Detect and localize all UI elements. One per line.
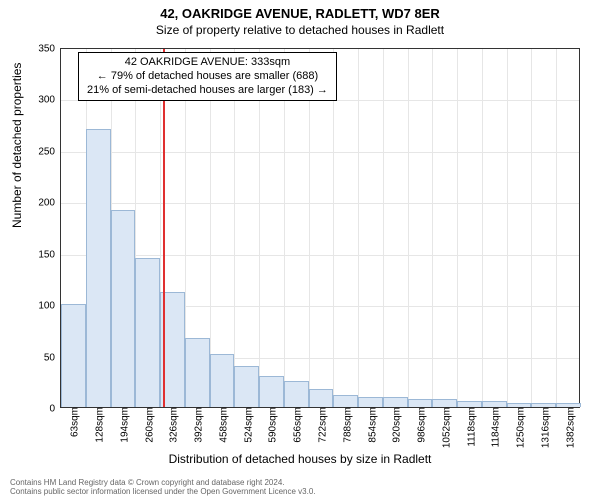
histogram-bar <box>383 397 408 407</box>
histogram-bar <box>358 397 383 407</box>
y-tick-label: 350 <box>38 44 61 55</box>
x-tick-label: 722sqm <box>314 407 329 443</box>
x-tick-label: 788sqm <box>338 407 353 443</box>
gridline-v <box>234 49 235 407</box>
chart-container: 42, OAKRIDGE AVENUE, RADLETT, WD7 8ER Si… <box>0 0 600 500</box>
x-tick-label: 590sqm <box>264 407 279 443</box>
gridline-h <box>61 255 579 256</box>
gridline-v <box>309 49 310 407</box>
x-tick-label: 63sqm <box>66 407 81 437</box>
histogram-bar <box>284 381 309 407</box>
x-tick-label: 1382sqm <box>561 407 576 448</box>
gridline-v <box>408 49 409 407</box>
x-tick-label: 128sqm <box>91 407 106 443</box>
histogram-bar <box>333 395 358 407</box>
x-tick-label: 854sqm <box>363 407 378 443</box>
histogram-bar <box>61 304 86 407</box>
plot-area: 05010015020025030035063sqm128sqm194sqm26… <box>60 48 580 408</box>
gridline-v <box>284 49 285 407</box>
footer-line-2: Contains public sector information licen… <box>10 487 316 496</box>
y-tick-label: 250 <box>38 146 61 157</box>
y-tick-label: 50 <box>44 352 61 363</box>
annotation-line-3: 21% of semi-detached houses are larger (… <box>87 84 328 98</box>
footer-line-1: Contains HM Land Registry data © Crown c… <box>10 478 316 487</box>
y-tick-label: 200 <box>38 198 61 209</box>
x-tick-label: 326sqm <box>165 407 180 443</box>
histogram-bar <box>259 376 284 407</box>
x-axis-label: Distribution of detached houses by size … <box>0 452 600 466</box>
x-tick-label: 1250sqm <box>512 407 527 448</box>
gridline-h <box>61 152 579 153</box>
x-tick-label: 392sqm <box>190 407 205 443</box>
histogram-bar <box>408 399 433 407</box>
annotation-box: 42 OAKRIDGE AVENUE: 333sqm ← 79% of deta… <box>78 52 337 101</box>
histogram-bar <box>432 399 457 407</box>
x-tick-label: 458sqm <box>214 407 229 443</box>
marker-line <box>163 49 165 407</box>
gridline-v <box>507 49 508 407</box>
gridline-v <box>259 49 260 407</box>
gridline-v <box>432 49 433 407</box>
x-tick-label: 194sqm <box>115 407 130 443</box>
y-tick-label: 0 <box>49 404 61 415</box>
x-tick-label: 986sqm <box>413 407 428 443</box>
y-tick-label: 100 <box>38 301 61 312</box>
y-tick-label: 150 <box>38 249 61 260</box>
histogram-bar <box>86 129 111 407</box>
annotation-line-2: ← 79% of detached houses are smaller (68… <box>87 70 328 84</box>
x-tick-label: 656sqm <box>289 407 304 443</box>
y-tick-label: 300 <box>38 95 61 106</box>
annotation-line-1: 42 OAKRIDGE AVENUE: 333sqm <box>87 56 328 70</box>
page-title: 42, OAKRIDGE AVENUE, RADLETT, WD7 8ER <box>0 0 600 21</box>
gridline-v <box>358 49 359 407</box>
x-tick-label: 920sqm <box>388 407 403 443</box>
gridline-v <box>531 49 532 407</box>
x-tick-label: 1052sqm <box>437 407 452 448</box>
plot-area-wrap: 05010015020025030035063sqm128sqm194sqm26… <box>60 48 580 408</box>
gridline-v <box>457 49 458 407</box>
gridline-v <box>556 49 557 407</box>
histogram-bar <box>210 354 235 407</box>
histogram-bar <box>234 366 259 407</box>
x-tick-label: 1118sqm <box>462 407 477 447</box>
y-axis-label: Number of detached properties <box>10 63 24 228</box>
histogram-bar <box>111 210 136 407</box>
histogram-bar <box>309 389 334 408</box>
gridline-v <box>333 49 334 407</box>
gridline-h <box>61 203 579 204</box>
x-tick-label: 524sqm <box>239 407 254 443</box>
gridline-v <box>482 49 483 407</box>
x-tick-label: 1316sqm <box>536 407 551 448</box>
page-subtitle: Size of property relative to detached ho… <box>0 21 600 37</box>
x-tick-label: 260sqm <box>140 407 155 443</box>
x-tick-label: 1184sqm <box>487 407 502 447</box>
footer-text: Contains HM Land Registry data © Crown c… <box>10 478 316 496</box>
histogram-bar <box>135 258 160 407</box>
gridline-v <box>383 49 384 407</box>
histogram-bar <box>185 338 210 407</box>
